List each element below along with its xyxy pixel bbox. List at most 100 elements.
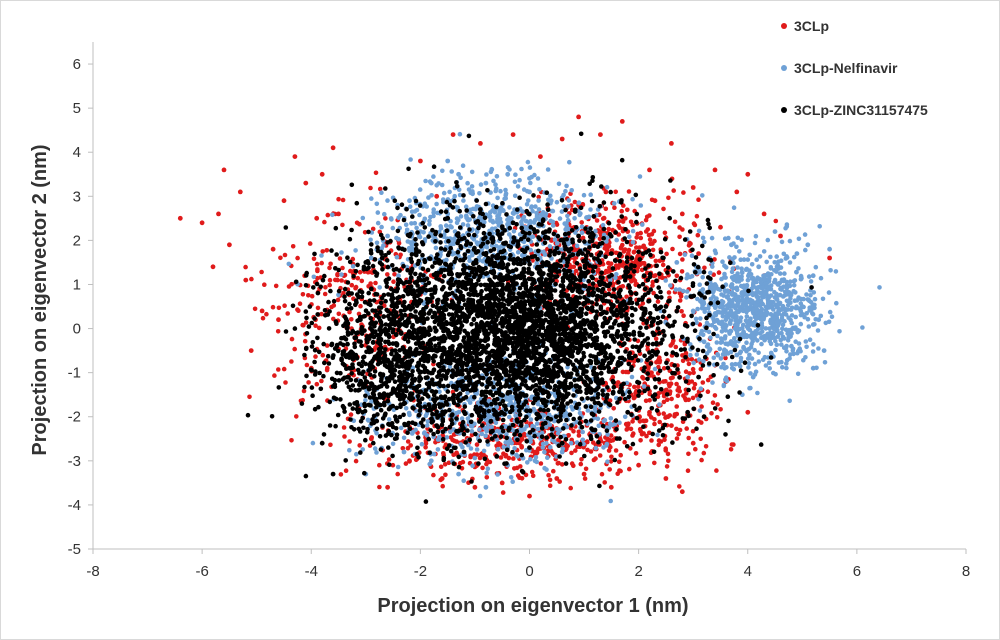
data-point [405,445,411,451]
data-point [395,464,401,470]
data-point [677,287,682,292]
data-point [483,433,488,439]
data-point [735,265,740,270]
data-point [633,353,638,359]
data-point [745,356,751,361]
data-point [360,447,366,452]
data-point [471,237,477,242]
data-point [686,435,691,441]
data-point [545,167,551,172]
data-point [750,275,756,281]
data-point [750,298,755,304]
data-point [311,256,317,262]
data-point [796,295,801,300]
data-point [703,444,709,449]
data-point [569,188,574,193]
data-point [747,385,752,391]
data-point [269,414,275,419]
data-point [611,406,616,411]
data-point [363,398,368,403]
data-point [660,262,666,268]
data-point [340,197,346,203]
data-point [663,278,668,283]
data-point [650,279,656,285]
data-point [759,306,765,312]
data-point [610,422,615,428]
data-point [457,192,463,198]
data-point [327,277,333,283]
data-point [812,296,818,302]
data-point [443,223,449,228]
data-point [517,412,523,418]
data-point [507,205,512,210]
data-point [638,203,644,208]
data-point [711,373,716,378]
data-point [701,339,707,345]
data-point [656,285,661,290]
data-point [548,445,553,450]
data-point [698,393,703,399]
data-point [439,476,445,481]
data-point [801,296,806,302]
data-point [735,318,741,323]
data-point [505,165,511,170]
data-point [723,289,728,294]
data-point [719,276,724,282]
data-point [555,461,561,466]
data-point [426,195,431,200]
data-point [582,239,587,244]
data-point [635,358,641,363]
data-point [520,229,526,235]
data-point [374,450,379,455]
data-point [626,247,632,253]
data-point [506,402,512,408]
data-point [456,471,461,477]
data-point [535,426,541,432]
data-point [745,409,751,415]
data-point [653,336,659,342]
data-point [796,348,801,354]
data-point [637,426,643,432]
data-point [390,441,396,447]
data-point [306,293,311,298]
data-point [714,340,720,345]
data-point [627,466,632,472]
data-point [640,301,646,306]
data-point [704,281,710,286]
data-point [557,454,562,459]
data-point [711,355,717,361]
data-point [681,393,686,399]
data-point [492,412,497,417]
data-point [631,269,637,274]
data-point [485,425,490,431]
data-point [728,447,734,452]
data-point [487,459,493,465]
data-point [307,241,313,246]
data-point [547,422,553,428]
data-point [482,219,487,225]
data-point [487,214,492,220]
data-point [704,344,710,349]
data-point [790,348,796,353]
data-point [717,346,723,352]
data-point [652,238,657,244]
data-point [431,210,436,215]
data-point [318,386,324,392]
data-point [637,419,643,424]
data-point [243,277,249,283]
data-point [557,216,563,221]
data-point [702,239,707,245]
data-point [370,226,376,232]
data-point [507,232,512,237]
data-point [400,446,406,451]
data-point [473,431,478,437]
data-point [670,246,675,252]
data-point [650,247,656,253]
data-point [454,220,460,226]
data-point [326,326,332,331]
data-point [690,395,696,401]
data-point [430,264,435,269]
data-point [401,449,407,455]
data-point [438,246,444,251]
data-point [784,365,789,371]
